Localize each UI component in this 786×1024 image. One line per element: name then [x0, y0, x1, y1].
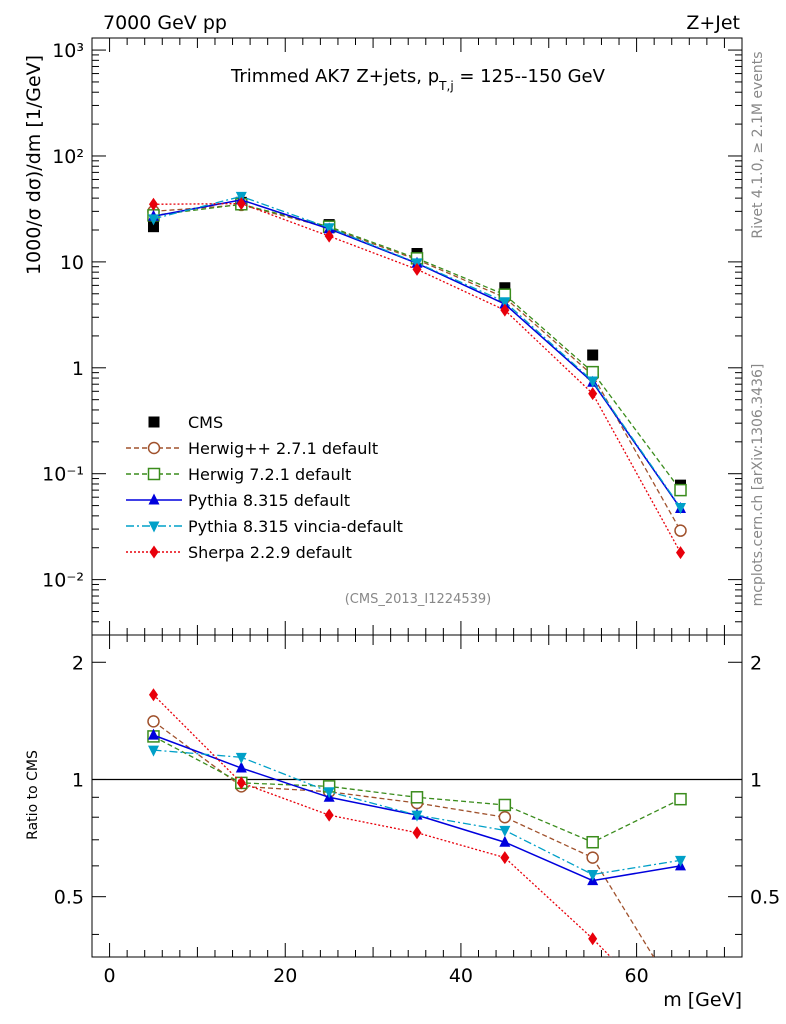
ratio-point — [586, 851, 599, 864]
data-point — [587, 376, 599, 388]
data-point — [499, 297, 511, 309]
data-point — [236, 197, 246, 211]
ratio-panel: 0 20 40 60 0.5 0.5 1 1 2 2 — [54, 634, 780, 987]
ratio-y-tick-label: 1 — [750, 769, 762, 791]
ratio-series — [147, 688, 687, 957]
data-point — [147, 221, 159, 233]
ratio-frame — [91, 634, 743, 958]
ratio-point — [324, 808, 334, 822]
data-point — [675, 502, 687, 514]
ratio-point — [236, 776, 246, 790]
ratio-point — [147, 745, 159, 757]
ratio-y-tick-label: 0.5 — [54, 887, 84, 909]
legend-label: Pythia 8.315 default — [188, 491, 350, 510]
legend-item-sherpa-2-2-9-default: Sherpa 2.2.9 default — [126, 543, 352, 562]
rivet-label: Rivet 4.1.0, ≥ 2.1M events — [750, 51, 766, 238]
ratio-y-tick-label: 0.5 — [750, 887, 780, 909]
ratio-point — [148, 688, 158, 702]
mcplots-label: mcplots.cern.ch [arXiv:1306.3436] — [750, 364, 766, 607]
ratio-point — [235, 752, 247, 764]
ratio-point — [587, 870, 599, 882]
legend: CMS Herwig++ 2.7.1 default Herwig 7.2.1 de… — [126, 413, 403, 562]
ratio-y-tick-label: 2 — [750, 652, 762, 674]
ratio-point — [500, 851, 510, 865]
x-tick-label: 60 — [625, 965, 649, 987]
ratio-point — [147, 715, 160, 728]
watermark-label: (CMS_2013_I1224539) — [345, 592, 492, 607]
series-line — [153, 199, 682, 509]
ratio-y-axis-label: Ratio to CMS — [25, 750, 41, 840]
y-tick-label: 10 — [60, 252, 84, 274]
legend-marker — [147, 467, 161, 481]
y-axis-label: 1000/σ dσ)/dm [1/GeV] — [23, 55, 45, 275]
y-tick-label: 10² — [52, 146, 84, 168]
ratio-point — [674, 792, 687, 806]
x-tick-label: 20 — [273, 965, 297, 987]
ratio-point — [235, 761, 247, 773]
main-panel: 10⁻² 10⁻¹ 1 10 10² 10³ — [42, 37, 743, 636]
legend-item-cms: CMS — [148, 413, 223, 432]
ratio-series-pythia-8-315-vincia-default — [147, 745, 687, 882]
legend-marker — [148, 521, 160, 533]
legend-marker — [149, 545, 159, 559]
ratio-point — [411, 810, 423, 822]
data-point — [674, 524, 687, 537]
ratio-point — [412, 826, 422, 840]
ratio-series-sherpa-2-2-9-default — [148, 688, 612, 957]
data-point — [412, 262, 422, 276]
y-tick-label: 10⁻¹ — [42, 464, 84, 486]
data-point — [499, 282, 511, 294]
legend-marker — [148, 493, 160, 505]
data-point — [148, 197, 158, 211]
series-line — [153, 694, 612, 957]
data-point — [588, 387, 598, 401]
legend-item-herwig-2-7-1-default: Herwig++ 2.7.1 default — [126, 439, 378, 458]
legend-label: Herwig++ 2.7.1 default — [188, 439, 378, 458]
data-point — [500, 303, 510, 317]
ratio-point — [499, 835, 511, 847]
series-sherpa-2-2-9-default — [148, 197, 686, 560]
ratio-point — [586, 835, 599, 849]
x-axis-label: m [GeV] — [663, 989, 742, 1011]
data-point — [587, 349, 599, 361]
y-tick-label: 10³ — [52, 40, 84, 62]
ratio-point — [499, 825, 511, 837]
legend-item-pythia-8-315-vincia-default: Pythia 8.315 vincia-default — [126, 517, 403, 536]
ratio-point — [410, 791, 424, 804]
ratio-point — [675, 855, 687, 867]
header-right: Z+Jet — [686, 12, 740, 34]
x-tick-label: 40 — [449, 965, 473, 987]
header-left: 7000 GeV pp — [103, 12, 227, 34]
legend-item-herwig-7-2-1-default: Herwig 7.2.1 default — [126, 465, 351, 484]
series-line — [153, 195, 682, 508]
series-line — [153, 720, 655, 957]
legend-label: Sherpa 2.2.9 default — [188, 543, 352, 562]
main-series — [147, 191, 687, 560]
ratio-y-tick-label: 1 — [72, 769, 84, 791]
y-tick-label: 1 — [72, 358, 84, 380]
ratio-series-herwig-2-7-1-default — [147, 715, 655, 957]
ratio-point — [323, 787, 335, 799]
legend-marker — [148, 416, 160, 428]
ratio-point — [498, 810, 512, 824]
legend-label: CMS — [188, 413, 223, 432]
data-point — [147, 214, 159, 226]
ratio-point — [147, 728, 159, 740]
legend-item-pythia-8-315-default: Pythia 8.315 default — [126, 491, 350, 510]
x-tick-label: 0 — [104, 965, 116, 987]
main-title: Trimmed AK7 Z+jets, pT,j = 125--150 GeV — [230, 66, 606, 93]
data-point — [324, 229, 334, 243]
data-point — [323, 223, 335, 235]
legend-label: Herwig 7.2.1 default — [188, 465, 351, 484]
ratio-point — [588, 932, 598, 946]
ratio-y-tick-label: 2 — [72, 652, 84, 674]
data-point — [674, 483, 687, 497]
ratio-point — [498, 798, 512, 812]
y-tick-label: 10⁻² — [42, 570, 84, 592]
data-point — [676, 546, 686, 560]
legend-marker — [147, 441, 161, 455]
legend-label: Pythia 8.315 vincia-default — [188, 517, 403, 536]
